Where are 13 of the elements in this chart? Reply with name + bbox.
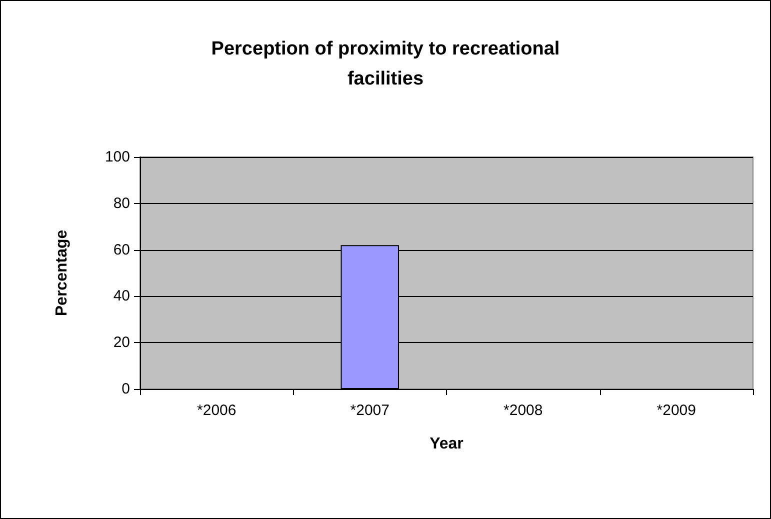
y-tick-label: 100: [104, 148, 130, 166]
y-tick-label: 0: [122, 380, 130, 398]
x-tick-label: *2008: [504, 402, 543, 419]
y-tick-label: 60: [113, 241, 130, 258]
x-tick-label: *2009: [656, 402, 696, 419]
x-tick-label: *2006: [197, 402, 236, 419]
chart-title: Perception of proximity to recreational facilities: [211, 38, 560, 90]
x-axis-title: Year: [430, 436, 464, 452]
y-tick-label: 80: [113, 194, 130, 212]
y-tick-label: 40: [113, 288, 130, 305]
x-tick-label: *2007: [350, 402, 390, 419]
y-axis-title: Percentage: [54, 230, 70, 316]
y-tick-label: 20: [113, 334, 130, 352]
